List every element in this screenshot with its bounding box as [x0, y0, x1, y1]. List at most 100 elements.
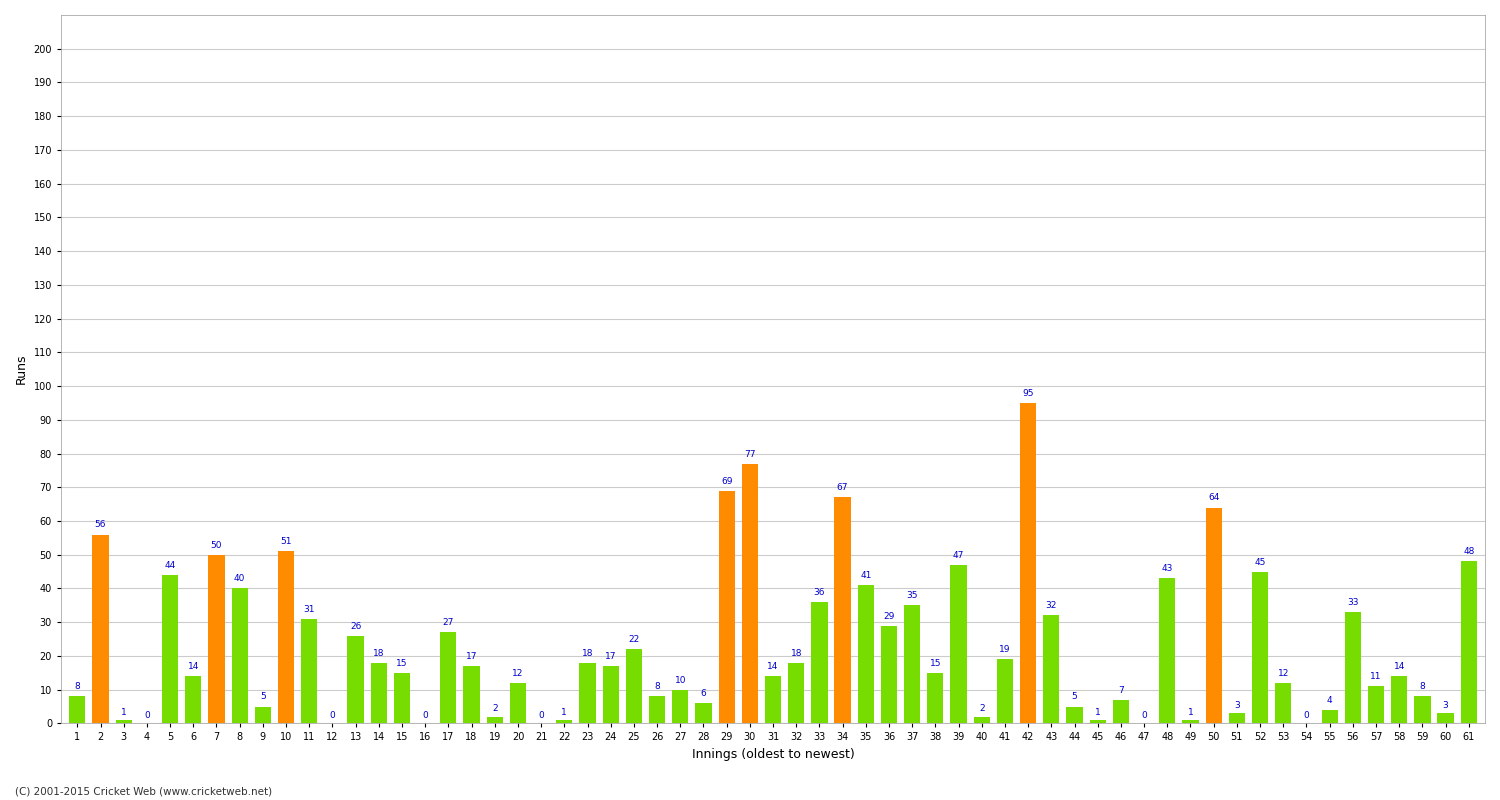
Text: 29: 29 — [884, 611, 894, 621]
Text: 12: 12 — [513, 669, 523, 678]
Bar — [394, 673, 410, 723]
Text: 40: 40 — [234, 574, 246, 583]
Bar — [255, 706, 272, 723]
Bar — [464, 666, 480, 723]
Bar — [93, 534, 108, 723]
Bar — [718, 490, 735, 723]
Text: 11: 11 — [1371, 672, 1382, 682]
Text: 77: 77 — [744, 450, 756, 458]
Bar — [1113, 700, 1130, 723]
Text: 1: 1 — [1095, 708, 1101, 717]
Text: 3: 3 — [1234, 701, 1239, 710]
Text: 3: 3 — [1443, 701, 1449, 710]
Bar — [998, 659, 1012, 723]
Text: 1: 1 — [1188, 708, 1194, 717]
Bar — [1390, 676, 1407, 723]
Bar — [441, 632, 456, 723]
Bar — [209, 554, 225, 723]
Bar — [626, 650, 642, 723]
Text: 95: 95 — [1023, 389, 1034, 398]
Bar — [69, 697, 86, 723]
Bar — [951, 565, 966, 723]
Text: 2: 2 — [980, 704, 984, 714]
Text: 47: 47 — [952, 551, 964, 560]
Text: 64: 64 — [1208, 494, 1219, 502]
Text: 14: 14 — [1394, 662, 1406, 671]
Bar — [880, 626, 897, 723]
Bar — [1252, 572, 1268, 723]
Bar — [162, 575, 178, 723]
Bar — [741, 464, 758, 723]
Text: 36: 36 — [813, 588, 825, 597]
Text: 0: 0 — [330, 711, 336, 720]
Bar — [927, 673, 944, 723]
Bar — [1344, 612, 1360, 723]
X-axis label: Innings (oldest to newest): Innings (oldest to newest) — [692, 748, 855, 761]
Bar — [858, 585, 874, 723]
Bar — [603, 666, 619, 723]
Bar — [510, 683, 526, 723]
Text: 33: 33 — [1347, 598, 1359, 607]
Text: 15: 15 — [930, 658, 940, 668]
Text: 27: 27 — [442, 618, 454, 627]
Text: 12: 12 — [1278, 669, 1288, 678]
Text: 8: 8 — [654, 682, 660, 691]
Bar — [1160, 578, 1176, 723]
Bar — [974, 717, 990, 723]
Text: 5: 5 — [260, 693, 266, 702]
Bar — [1089, 720, 1106, 723]
Y-axis label: Runs: Runs — [15, 354, 28, 385]
Text: 18: 18 — [582, 649, 594, 658]
Text: 0: 0 — [538, 711, 544, 720]
Text: 22: 22 — [628, 635, 639, 644]
Text: 0: 0 — [1142, 711, 1148, 720]
Bar — [1275, 683, 1292, 723]
Text: 8: 8 — [75, 682, 80, 691]
Text: 15: 15 — [396, 658, 408, 668]
Bar — [231, 589, 248, 723]
Text: 4: 4 — [1328, 696, 1332, 705]
Text: 17: 17 — [604, 652, 616, 661]
Bar — [579, 662, 596, 723]
Text: 0: 0 — [423, 711, 427, 720]
Bar — [184, 676, 201, 723]
Text: 0: 0 — [1304, 711, 1310, 720]
Text: 17: 17 — [466, 652, 477, 661]
Text: 50: 50 — [210, 541, 222, 550]
Text: 69: 69 — [722, 477, 732, 486]
Text: 48: 48 — [1462, 547, 1474, 557]
Bar — [1414, 697, 1431, 723]
Text: 43: 43 — [1161, 564, 1173, 574]
Text: 0: 0 — [144, 711, 150, 720]
Bar — [1461, 562, 1478, 723]
Bar — [1020, 403, 1036, 723]
Bar — [116, 720, 132, 723]
Text: 7: 7 — [1118, 686, 1124, 694]
Text: 56: 56 — [94, 521, 106, 530]
Bar — [556, 720, 573, 723]
Text: 67: 67 — [837, 483, 849, 492]
Text: 10: 10 — [675, 676, 686, 685]
Text: 14: 14 — [188, 662, 200, 671]
Bar — [1182, 720, 1198, 723]
Bar — [1437, 714, 1454, 723]
Text: 14: 14 — [768, 662, 778, 671]
Bar — [1322, 710, 1338, 723]
Text: 31: 31 — [303, 605, 315, 614]
Bar — [278, 551, 294, 723]
Bar — [672, 690, 688, 723]
Bar — [486, 717, 502, 723]
Bar — [302, 619, 318, 723]
Bar — [370, 662, 387, 723]
Text: 41: 41 — [859, 571, 871, 580]
Bar — [1042, 615, 1059, 723]
Bar — [812, 602, 828, 723]
Bar — [650, 697, 664, 723]
Text: (C) 2001-2015 Cricket Web (www.cricketweb.net): (C) 2001-2015 Cricket Web (www.cricketwe… — [15, 786, 272, 796]
Bar — [904, 606, 921, 723]
Text: 35: 35 — [906, 591, 918, 600]
Text: 8: 8 — [1419, 682, 1425, 691]
Bar — [696, 703, 711, 723]
Text: 18: 18 — [790, 649, 802, 658]
Bar — [834, 498, 850, 723]
